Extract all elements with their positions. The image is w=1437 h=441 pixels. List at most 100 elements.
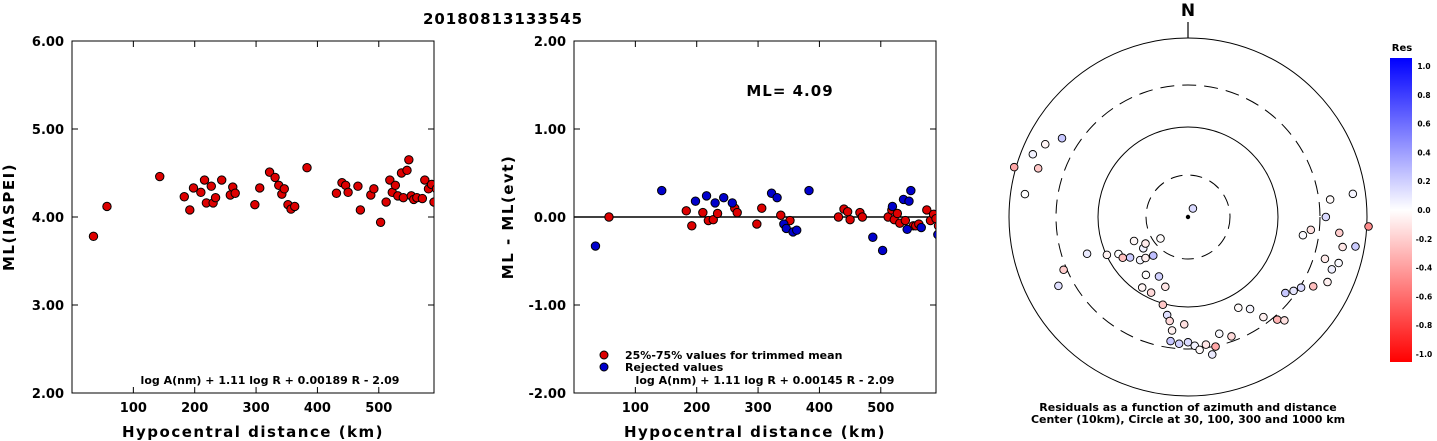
- azimuth-residual-polar-plot: N Residuals as a function of azimuth and…: [1008, 1, 1373, 426]
- data-point: [353, 181, 363, 191]
- data-point: [417, 193, 428, 204]
- station-point: [1320, 254, 1330, 264]
- north-label: N: [1181, 1, 1195, 21]
- x-tick-label: 100: [120, 401, 147, 416]
- station-point: [1308, 282, 1318, 291]
- station-point: [1348, 189, 1358, 199]
- ml-residual-vs-distance-chart: -2.00 -1.00 0.00 1.00 2.00 100 200 300 400 500 M…: [499, 35, 937, 441]
- data-point: [902, 224, 912, 235]
- left-plot-frame: [71, 40, 435, 394]
- data-point: [690, 196, 701, 206]
- data-point: [188, 183, 199, 193]
- data-point: [355, 205, 366, 215]
- ring-30km: [1145, 174, 1231, 260]
- left-y-ticks: 2.00 3.00 4.00 5.00 6.00: [32, 35, 434, 402]
- station-point: [1180, 320, 1189, 329]
- station-point: [1156, 234, 1165, 243]
- y-tick-label: 1.00: [534, 123, 566, 138]
- station-point: [1259, 312, 1268, 322]
- station-point: [1321, 212, 1331, 222]
- data-point: [877, 245, 888, 256]
- middle-formula: log A(nm) + 1.11 log R + 0.00145 R - 2.0…: [636, 374, 895, 387]
- station-point: [1154, 272, 1164, 281]
- y-tick-label: 5.00: [32, 123, 64, 138]
- data-point: [179, 192, 189, 202]
- x-tick-label: 300: [242, 401, 269, 416]
- data-point: [155, 171, 165, 182]
- y-tick-label: 2.00: [32, 387, 64, 402]
- middle-y-axis-label: ML - ML(evt): [499, 155, 517, 279]
- station-point: [1141, 253, 1150, 263]
- data-point: [842, 207, 853, 217]
- colorbar-tick-labels: 1.0 0.8 0.6 0.4 0.2 0.0 -0.2 -0.4 -0.6 -0.8 -1.0: [1416, 62, 1432, 359]
- data-point: [270, 172, 280, 183]
- station-point: [1211, 342, 1220, 351]
- data-point: [868, 232, 878, 242]
- data-point: [752, 219, 762, 229]
- station-point: [1054, 281, 1063, 291]
- station-point: [1335, 228, 1344, 238]
- station-point: [1141, 239, 1150, 248]
- station-point: [1296, 283, 1306, 292]
- station-point: [1059, 265, 1068, 275]
- station-point: [1028, 150, 1038, 159]
- data-point: [900, 215, 911, 226]
- station-point: [1215, 329, 1224, 338]
- event-id-title: 20180813133545: [423, 10, 583, 28]
- ring-1000km: [1008, 37, 1368, 397]
- data-point: [719, 192, 729, 203]
- station-point: [1174, 339, 1184, 349]
- data-point: [727, 198, 737, 208]
- station-point: [1041, 140, 1050, 149]
- colorbar-tick-label: -1.0: [1416, 350, 1432, 359]
- station-point: [1161, 282, 1170, 292]
- data-point: [887, 201, 898, 212]
- residual-colorbar: Res 1.0 0.8 0.6 0.4 0.2 0.0 -0.2 -0.4 -0.6 -0.8 -1…: [1390, 43, 1432, 362]
- data-point: [698, 207, 708, 218]
- data-point: [375, 217, 386, 227]
- station-point: [1273, 315, 1282, 324]
- data-point: [604, 212, 614, 222]
- data-point: [687, 221, 697, 231]
- data-point: [404, 155, 414, 165]
- data-point: [102, 201, 112, 212]
- legend-trimmed-label: 25%-75% values for trimmed mean: [625, 349, 842, 362]
- x-tick-label: 400: [806, 401, 833, 416]
- station-point: [1166, 336, 1175, 346]
- epicenter-marker: [1185, 214, 1191, 220]
- station-point: [1195, 345, 1204, 355]
- polar-caption-line-1: Residuals as a function of azimuth and d…: [1039, 401, 1336, 414]
- station-point: [1338, 242, 1347, 252]
- y-tick-label: 6.00: [32, 35, 64, 50]
- colorbar-tick-label: 0.6: [1417, 120, 1430, 129]
- data-point: [892, 208, 903, 219]
- data-point: [185, 205, 195, 215]
- data-point: [390, 180, 401, 191]
- data-point: [196, 187, 206, 198]
- data-point: [429, 197, 434, 207]
- station-point: [1325, 195, 1335, 204]
- station-point: [1149, 251, 1158, 260]
- data-point: [732, 207, 742, 218]
- data-point: [712, 208, 723, 219]
- y-tick-label: 4.00: [32, 211, 64, 226]
- data-point: [230, 188, 240, 198]
- polar-station-points: [1009, 134, 1373, 359]
- data-point: [369, 184, 379, 194]
- data-point: [381, 197, 391, 207]
- colorbar-tick-label: 1.0: [1417, 62, 1430, 71]
- station-point: [1146, 288, 1156, 297]
- data-point: [833, 212, 844, 222]
- data-point: [681, 206, 691, 216]
- legend-trimmed-marker: [599, 350, 609, 360]
- data-point: [792, 225, 802, 235]
- colorbar-tick-label: -0.8: [1416, 321, 1432, 330]
- x-tick-label: 500: [867, 401, 894, 416]
- ring-300km: [1055, 84, 1321, 350]
- data-point: [290, 201, 300, 212]
- data-point: [906, 185, 916, 196]
- left-data-points: [88, 155, 434, 242]
- data-point: [776, 210, 786, 220]
- polar-caption-line-2: Center (10km), Circle at 30, 100, 300 an…: [1031, 413, 1345, 426]
